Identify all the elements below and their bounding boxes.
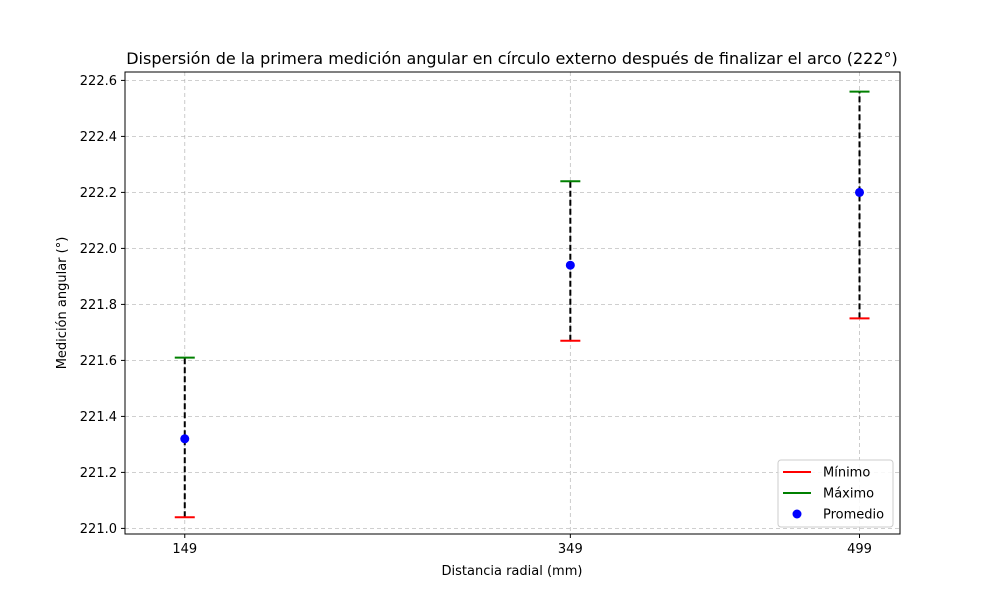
y-tick-label: 221.8 (80, 298, 117, 313)
y-tick-label: 222.6 (80, 74, 117, 89)
plot-area-frame (124, 71, 901, 535)
y-tick-label: 222.4 (80, 130, 117, 145)
x-tick-label: 499 (847, 542, 872, 557)
legend-box (777, 459, 894, 528)
y-tick-label: 221.6 (80, 354, 117, 369)
grid (125, 72, 900, 534)
x-tick-label: 349 (558, 542, 583, 557)
x-tick-label: 149 (172, 542, 197, 557)
y-tick-label: 221.4 (80, 410, 117, 425)
y-tick-label: 222.2 (80, 186, 117, 201)
y-axis-label: Medición angular (°) (55, 237, 70, 370)
legend-item-minimo: Mínimo (823, 466, 870, 481)
data-markers (174, 90, 870, 519)
y-tick-label: 221.2 (80, 466, 117, 481)
avg-point (180, 434, 190, 444)
legend-marker (792, 509, 802, 519)
chart-title: Dispersión de la primera medición angula… (126, 49, 898, 68)
x-axis-label: Distancia radial (mm) (442, 564, 583, 579)
legend-item-maximo: Máximo (823, 487, 874, 502)
avg-point (855, 187, 865, 197)
legend: Mínimo Máximo Promedio (777, 459, 894, 528)
y-tick-label: 222.0 (80, 242, 117, 257)
range-lines (183, 91, 861, 518)
y-tick-label: 221.0 (80, 522, 117, 537)
axis-ticks: 221.0 221.2 221.4 221.6 221.8 222.0 222.2 222.4… (80, 74, 872, 557)
avg-point (565, 260, 575, 270)
legend-item-promedio: Promedio (823, 508, 884, 523)
